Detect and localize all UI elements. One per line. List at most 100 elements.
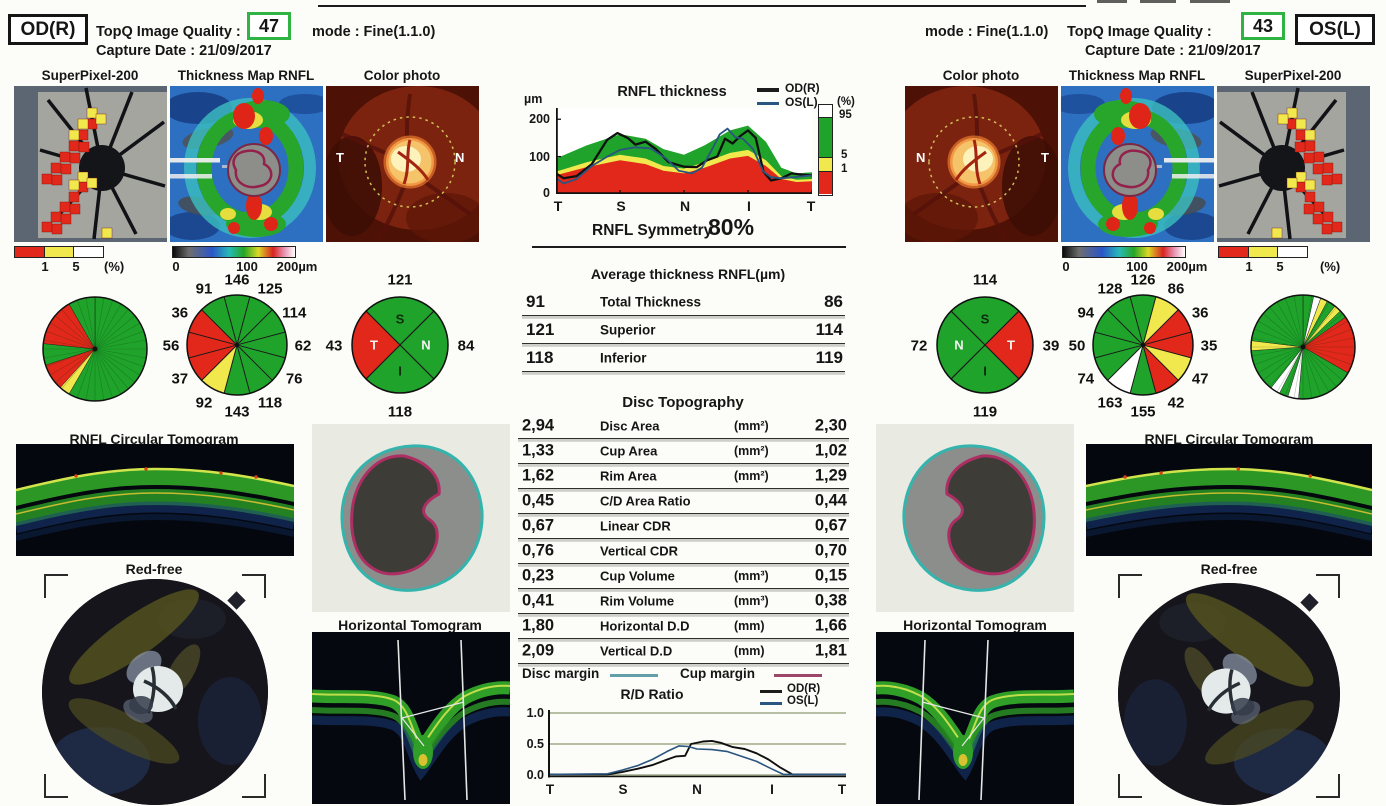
percent-tick-1: 1 bbox=[1245, 259, 1253, 274]
frame-bracket bbox=[44, 774, 68, 798]
rnfl-ytick-200: 200 bbox=[529, 112, 550, 126]
percent-tick-5: 5 bbox=[1276, 259, 1284, 274]
disc-margin-line bbox=[610, 674, 658, 677]
unit-label: (mm²) bbox=[734, 469, 769, 483]
rd-ratio-chart bbox=[548, 706, 846, 780]
superpixel-pie-od bbox=[35, 289, 155, 409]
clock-hour-value: 36 bbox=[171, 305, 188, 322]
clock-hour-value: 94 bbox=[1077, 305, 1094, 322]
micron-tick-0: 0 bbox=[1062, 259, 1070, 274]
percent-unit: (%) bbox=[1320, 259, 1341, 274]
percent-tick-5: 5 bbox=[72, 259, 80, 274]
rd-legend-label-os: OS(L) bbox=[787, 695, 819, 707]
rd-legend-line-os bbox=[760, 702, 782, 705]
quadrant-value: 72 bbox=[911, 338, 928, 355]
rnfl-ytick-100: 100 bbox=[529, 150, 550, 164]
clock-hour-pie-od: 146 125 114 62 76 118 143 92 37 56 36 91 bbox=[150, 258, 324, 432]
colorbar-tick-5: 5 bbox=[841, 149, 848, 161]
rnfl-symmetry-value: 80% bbox=[708, 214, 755, 240]
photo-label-nasal-os: N bbox=[916, 150, 926, 165]
frame-bracket bbox=[242, 774, 266, 798]
od-value: 1,62 bbox=[522, 466, 555, 485]
rnfl-xtick: T bbox=[553, 198, 563, 214]
superpixel-image-os bbox=[1217, 86, 1370, 242]
top-rule bbox=[318, 5, 1086, 7]
clock-hour-value: 37 bbox=[171, 371, 188, 388]
rd-ytick-05: 0.5 bbox=[526, 737, 544, 751]
table-row: 0,45 C/D Area Ratio 0,44 bbox=[518, 489, 849, 514]
quadrant-value: 39 bbox=[1043, 338, 1060, 355]
parameter-label: Cup Area bbox=[600, 443, 658, 459]
clock-hour-value: 155 bbox=[1130, 404, 1155, 421]
rd-xtick: S bbox=[618, 782, 628, 797]
quadrant-letter: S bbox=[396, 312, 405, 327]
unit-label: (mm²) bbox=[734, 419, 769, 433]
clock-hour-value: 128 bbox=[1097, 280, 1122, 297]
red-free-title-od: Red-free bbox=[125, 561, 183, 577]
horizontal-tomogram-title-os: Horizontal Tomogram bbox=[903, 617, 1047, 633]
quadrant-value: 121 bbox=[387, 272, 412, 289]
quality-label-od: TopQ Image Quality : bbox=[96, 24, 241, 40]
rnfl-xtick: N bbox=[679, 198, 691, 214]
circular-tomogram-image-os bbox=[1086, 444, 1372, 556]
os-value: 119 bbox=[815, 347, 843, 367]
colorbar-tick-95: 95 bbox=[839, 109, 852, 121]
frame-bracket bbox=[242, 574, 266, 598]
color-photo-title-od: Color photo bbox=[363, 68, 441, 83]
micron-tick-0: 0 bbox=[172, 259, 180, 274]
quadrant-letter: S bbox=[981, 312, 990, 327]
cup-margin-label: Cup margin bbox=[680, 666, 756, 681]
unit-label: (mm²) bbox=[734, 444, 769, 458]
rd-xtick: N bbox=[692, 782, 702, 797]
percentile-colorbar bbox=[818, 104, 833, 196]
os-value: 114 bbox=[815, 319, 843, 339]
quality-label-os: TopQ Image Quality : bbox=[1067, 24, 1212, 40]
quadrant-value: 84 bbox=[458, 338, 475, 355]
disc-schematic-od bbox=[312, 424, 510, 612]
clock-hour-value: 91 bbox=[196, 280, 213, 297]
rnfl-xtick: T bbox=[806, 198, 816, 214]
superpixel-title-os: SuperPixel-200 bbox=[1244, 68, 1342, 83]
table-row: 121 Superior 114 bbox=[522, 316, 845, 344]
thickness-map-image-od bbox=[170, 86, 323, 242]
os-value: 1,02 bbox=[814, 441, 847, 460]
disc-schematic-os bbox=[876, 424, 1074, 612]
parameter-label: Rim Area bbox=[600, 468, 657, 484]
parameter-label: Linear CDR bbox=[600, 518, 671, 534]
micron-tick-100: 100 bbox=[1126, 259, 1148, 274]
parameter-label: Disc Area bbox=[600, 418, 660, 434]
quadrant-value: 114 bbox=[973, 272, 998, 289]
unit-label: (mm³) bbox=[734, 594, 769, 608]
divider bbox=[532, 246, 846, 248]
color-photo-image-os bbox=[905, 86, 1058, 242]
quadrant-letter: T bbox=[370, 338, 378, 353]
photo-label-nasal-od: N bbox=[455, 150, 465, 165]
quality-value-od: 47 bbox=[247, 12, 291, 40]
capture-date-od: Capture Date : 21/09/2017 bbox=[96, 43, 272, 59]
circular-tomogram-title-os: RNFL Circular Tomogram bbox=[1144, 431, 1314, 447]
clock-hour-value: 86 bbox=[1168, 280, 1185, 297]
od-value: 0,76 bbox=[522, 541, 555, 560]
rnfl-chart-title: RNFL thickness bbox=[617, 84, 727, 100]
parameter-label: C/D Area Ratio bbox=[600, 493, 691, 509]
photo-label-temporal-od: T bbox=[336, 150, 344, 165]
clock-hour-value: 118 bbox=[258, 395, 282, 412]
avg-table-title: Average thickness RNFL(µm) bbox=[590, 266, 786, 282]
od-value: 2,09 bbox=[522, 641, 555, 660]
rnfl-ytick-0: 0 bbox=[543, 186, 550, 200]
clock-hour-value: 42 bbox=[1168, 395, 1185, 412]
os-value: 0,70 bbox=[814, 541, 847, 560]
frame-bracket bbox=[1118, 774, 1142, 798]
thickness-map-title-os: Thickness Map RNFL bbox=[1068, 68, 1206, 83]
clock-hour-value: 47 bbox=[1192, 371, 1209, 388]
rd-xtick: T bbox=[545, 782, 555, 797]
os-value: 0,15 bbox=[814, 566, 847, 585]
horizontal-tomogram-image-od bbox=[312, 632, 510, 804]
table-row: 1,62 Rim Area (mm²) 1,29 bbox=[518, 464, 849, 489]
os-value: 0,38 bbox=[814, 591, 847, 610]
table-row: 0,41 Rim Volume (mm³) 0,38 bbox=[518, 589, 849, 614]
parameter-label: Vertical CDR bbox=[600, 543, 679, 559]
rd-xtick: I bbox=[770, 782, 774, 797]
thickness-map-image-os bbox=[1061, 86, 1214, 242]
